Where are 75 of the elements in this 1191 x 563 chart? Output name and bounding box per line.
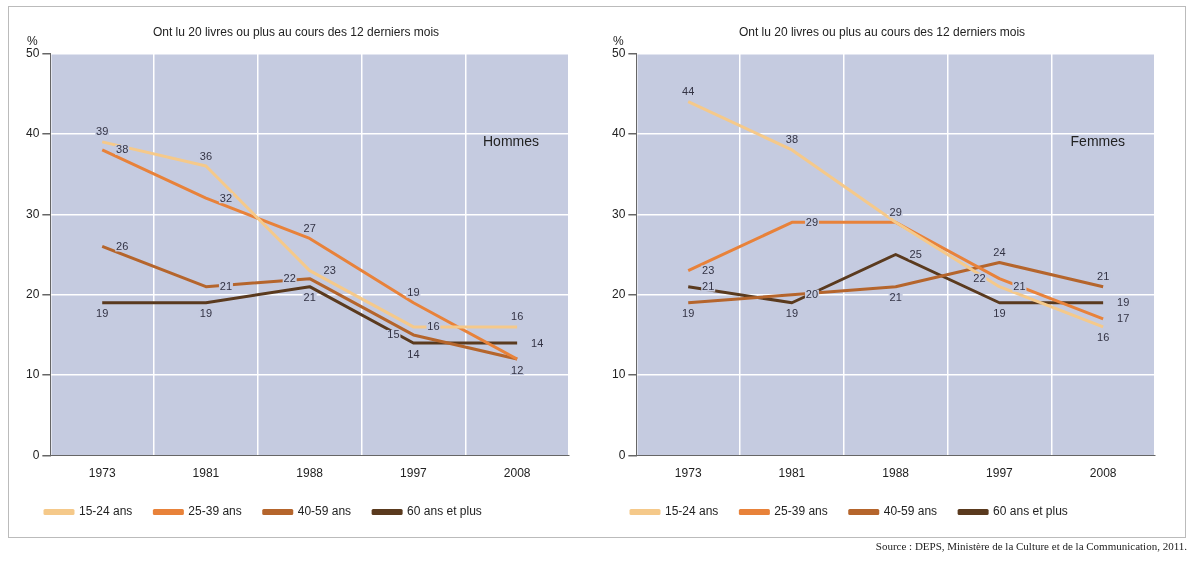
data-label: 21 (303, 291, 316, 304)
y-tick-label: 40 (25, 126, 40, 141)
y-tick-label: 30 (611, 206, 626, 221)
data-label: 19 (407, 286, 420, 299)
data-label: 39 (96, 125, 109, 138)
data-label: 29 (805, 215, 819, 228)
y-tick-label: 40 (611, 126, 626, 141)
y-tick-label: 20 (611, 287, 626, 302)
legend-label: 60 ans et plus (993, 504, 1068, 519)
data-label: 23 (323, 264, 336, 277)
data-label: 19 (96, 307, 109, 320)
x-tick-label: 1973 (674, 466, 702, 481)
y-tick-label: 20 (25, 287, 40, 302)
annotation: Femmes (1070, 133, 1125, 150)
y-axis-title: % (27, 33, 39, 48)
data-label: 24 (993, 246, 1006, 259)
data-label: 21 (889, 291, 902, 304)
x-tick-label: 1981 (192, 466, 220, 481)
y-tick-label: 0 (618, 447, 626, 462)
data-label: 16 (1097, 331, 1110, 344)
data-label: 17 (1117, 312, 1130, 325)
data-label: 19 (682, 307, 695, 320)
chart-title: Ont lu 20 livres ou plus au cours des 12 derniers mois (738, 24, 1026, 39)
data-label: 44 (682, 85, 695, 98)
legend-label: 60 ans et plus (407, 504, 482, 519)
data-label: 38 (785, 133, 799, 146)
data-label: 26 (116, 239, 129, 252)
y-tick-label: 30 (25, 206, 40, 221)
data-label: 29 (889, 205, 902, 218)
x-tick-label: 1973 (88, 466, 116, 481)
data-label: 36 (199, 149, 213, 162)
y-axis-title: % (613, 33, 625, 48)
y-tick-label: 10 (25, 367, 40, 382)
x-tick-label: 1997 (400, 466, 428, 481)
data-label: 20 (805, 288, 819, 301)
x-tick-label: 1997 (986, 466, 1014, 481)
chart-title: Ont lu 20 livres ou plus au cours des 12 derniers mois (152, 24, 440, 39)
data-label: 12 (511, 363, 524, 376)
data-label: 19 (1117, 296, 1130, 309)
data-label: 25 (909, 248, 922, 261)
data-label: 19 (785, 307, 799, 320)
y-tick-label: 10 (611, 367, 626, 382)
legend-label: 15-24 ans (79, 504, 133, 519)
data-label: 21 (1097, 270, 1110, 283)
data-label: 23 (702, 264, 715, 277)
x-tick-label: 1988 (882, 466, 910, 481)
source-note: Source : DEPS, Ministère de la Culture et de la Communication, 2011. (875, 540, 1187, 552)
y-tick-label: 50 (25, 45, 40, 60)
data-label: 16 (427, 320, 440, 333)
x-tick-label: 1988 (296, 466, 324, 481)
y-tick-label: 0 (32, 447, 40, 462)
y-tick-label: 50 (611, 45, 626, 60)
data-label: 21 (1013, 280, 1026, 293)
data-label: 21 (702, 280, 715, 293)
data-label: 14 (407, 347, 420, 360)
data-label: 19 (993, 307, 1006, 320)
legend-label: 25-39 ans (188, 504, 242, 519)
data-label: 21 (219, 280, 233, 293)
data-label: 27 (303, 221, 316, 234)
data-label: 22 (973, 272, 986, 285)
x-tick-label: 2008 (1089, 466, 1117, 481)
data-label: 32 (219, 191, 233, 204)
x-tick-label: 1981 (778, 466, 806, 481)
legend-label: 40-59 ans (297, 504, 352, 519)
data-label: 38 (116, 143, 129, 156)
data-label: 14 (531, 336, 544, 349)
data-label: 22 (283, 272, 296, 285)
annotation: Hommes (482, 133, 539, 150)
legend-label: 15-24 ans (665, 504, 719, 519)
legend-label: 25-39 ans (774, 504, 828, 519)
data-label: 15 (387, 328, 400, 341)
data-label: 19 (199, 307, 213, 320)
x-tick-label: 2008 (503, 466, 531, 481)
data-label: 16 (511, 310, 524, 323)
legend-label: 40-59 ans (883, 504, 938, 519)
